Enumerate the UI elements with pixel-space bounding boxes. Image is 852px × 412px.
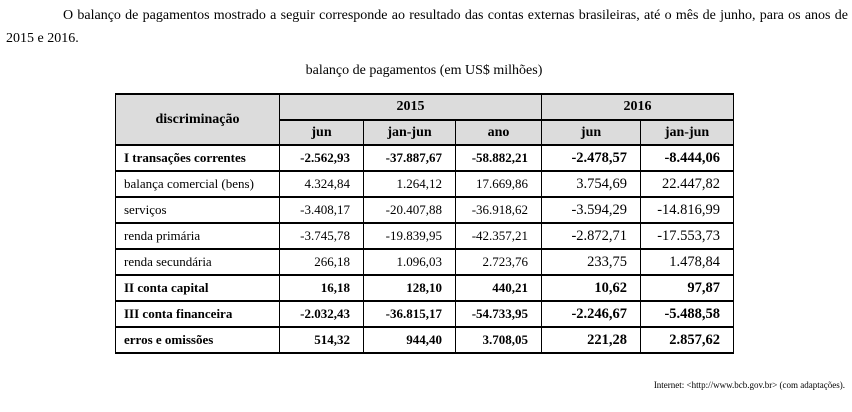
value-cell: 97,87 (640, 274, 735, 302)
table-title: balanço de pagamentos (em US$ milhões) (305, 63, 543, 78)
value-cell: 233,75 (541, 248, 642, 276)
value-cell: 944,40 (363, 326, 456, 354)
header-2015-ano: ano (454, 119, 543, 146)
header-2016-jan-jun: jan-jun (640, 119, 735, 146)
value-cell: -17.553,73 (640, 222, 735, 250)
row-label: I transações correntes (115, 144, 280, 172)
value-cell: -36.918,62 (454, 196, 543, 224)
table-area: balanço de pagamentos (em US$ milhões) d… (115, 62, 735, 354)
value-cell: -37.887,67 (363, 144, 456, 172)
value-cell: -19.839,95 (363, 222, 456, 250)
value-cell: -54.733,95 (454, 300, 543, 328)
header-2015-jan-jun: jan-jun (363, 119, 456, 146)
value-cell: 22.447,82 (640, 170, 735, 198)
row-label: renda primária (115, 222, 280, 250)
header-2015-jun: jun (279, 119, 364, 146)
value-cell: -14.816,99 (640, 196, 735, 224)
row-label: renda secundária (115, 248, 280, 276)
value-cell: 3.708,05 (454, 326, 543, 354)
value-cell: -2.246,67 (541, 300, 642, 328)
value-cell: 3.754,69 (541, 170, 642, 198)
value-cell: -8.444,06 (640, 144, 735, 172)
value-cell: -42.357,21 (454, 222, 543, 250)
value-cell: -2.562,93 (279, 144, 364, 172)
table-row-conta-capital: II conta capital 16,18 128,10 440,21 10,… (115, 274, 735, 302)
value-cell: 17.669,86 (454, 170, 543, 198)
value-cell: -2.872,71 (541, 222, 642, 250)
value-cell: -5.488,58 (640, 300, 735, 328)
table-row-transacoes-correntes: I transações correntes -2.562,93 -37.887… (115, 144, 735, 172)
row-label: erros e omissões (115, 326, 280, 354)
table-row-conta-financeira: III conta financeira -2.032,43 -36.815,1… (115, 300, 735, 328)
value-cell: -36.815,17 (363, 300, 456, 328)
value-cell: -3.408,17 (279, 196, 364, 224)
row-label: II conta capital (115, 274, 280, 302)
source-note: Internet: <http://www.bcb.gov.br> (com a… (653, 380, 845, 390)
header-2016-jun: jun (541, 119, 642, 146)
value-cell: 16,18 (279, 274, 364, 302)
table-header-year-row: discriminação 2015 2016 (115, 93, 735, 146)
value-cell: -58.882,21 (454, 144, 543, 172)
value-cell: -2.032,43 (279, 300, 364, 328)
row-label: III conta financeira (115, 300, 280, 328)
header-year-2015: 2015 (278, 93, 543, 121)
header-year-2016: 2016 (541, 93, 735, 121)
value-cell: -3.745,78 (279, 222, 364, 250)
value-cell: 440,21 (454, 274, 543, 302)
value-cell: 1.264,12 (363, 170, 456, 198)
value-cell: -20.407,88 (363, 196, 456, 224)
value-cell: -3.594,29 (541, 196, 642, 224)
table-row-balanca-comercial: balança comercial (bens) 4.324,84 1.264,… (115, 170, 735, 198)
table-row-renda-secundaria: renda secundária 266,18 1.096,03 2.723,7… (115, 248, 735, 276)
value-cell: 1.478,84 (640, 248, 735, 276)
value-cell: 514,32 (279, 326, 364, 354)
intro-paragraph: O balanço de pagamentos mostrado a segui… (6, 8, 848, 46)
balance-of-payments-table: discriminação 2015 2016 jun jan-jun ano … (115, 93, 735, 354)
table-row-servicos: serviços -3.408,17 -20.407,88 -36.918,62… (115, 196, 735, 224)
table-header-period-row: jun jan-jun ano jun jan-jun (116, 119, 735, 146)
value-cell: 128,10 (363, 274, 456, 302)
value-cell: 266,18 (279, 248, 364, 276)
table-row-renda-primaria: renda primária -3.745,78 -19.839,95 -42.… (115, 222, 735, 250)
value-cell: -2.478,57 (541, 144, 642, 172)
value-cell: 4.324,84 (279, 170, 364, 198)
value-cell: 2.723,76 (454, 248, 543, 276)
row-label: balança comercial (bens) (115, 170, 280, 198)
value-cell: 1.096,03 (363, 248, 456, 276)
row-label: serviços (115, 196, 280, 224)
header-discriminacao: discriminação (115, 93, 280, 146)
value-cell: 221,28 (541, 326, 642, 354)
value-cell: 2.857,62 (640, 326, 735, 354)
table-row-erros-omissoes: erros e omissões 514,32 944,40 3.708,05 … (115, 326, 735, 354)
value-cell: 10,62 (541, 274, 642, 302)
